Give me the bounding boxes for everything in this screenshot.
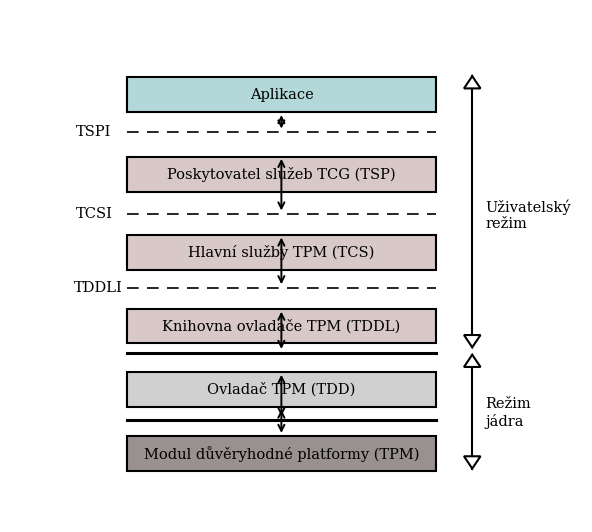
- Text: Knihovna ovladače TPM (TDDL): Knihovna ovladače TPM (TDDL): [162, 319, 401, 333]
- Bar: [127, 157, 436, 192]
- Bar: [127, 309, 436, 344]
- Bar: [127, 77, 436, 112]
- Bar: [127, 235, 436, 270]
- Bar: [127, 436, 436, 471]
- Text: Poskytovatel služeb TCG (TSP): Poskytovatel služeb TCG (TSP): [168, 167, 396, 182]
- Text: TSPI: TSPI: [76, 125, 112, 139]
- Bar: [127, 372, 436, 407]
- Polygon shape: [464, 456, 481, 469]
- Text: TCSI: TCSI: [76, 207, 113, 221]
- Text: Hlavní služby TPM (TCS): Hlavní služby TPM (TCS): [188, 245, 375, 260]
- Polygon shape: [464, 355, 481, 367]
- Polygon shape: [464, 335, 481, 347]
- Text: Ovladač TPM (TDD): Ovladač TPM (TDD): [207, 383, 356, 397]
- Text: Modul důvěryhodné platformy (TPM): Modul důvěryhodné platformy (TPM): [144, 446, 419, 462]
- Text: Uživatelský
režim: Uživatelský režim: [485, 200, 571, 231]
- Text: TDDLI: TDDLI: [74, 281, 123, 295]
- Text: Aplikace: Aplikace: [250, 88, 314, 102]
- Text: Režim
jádra: Režim jádra: [485, 397, 531, 429]
- Polygon shape: [464, 76, 481, 88]
